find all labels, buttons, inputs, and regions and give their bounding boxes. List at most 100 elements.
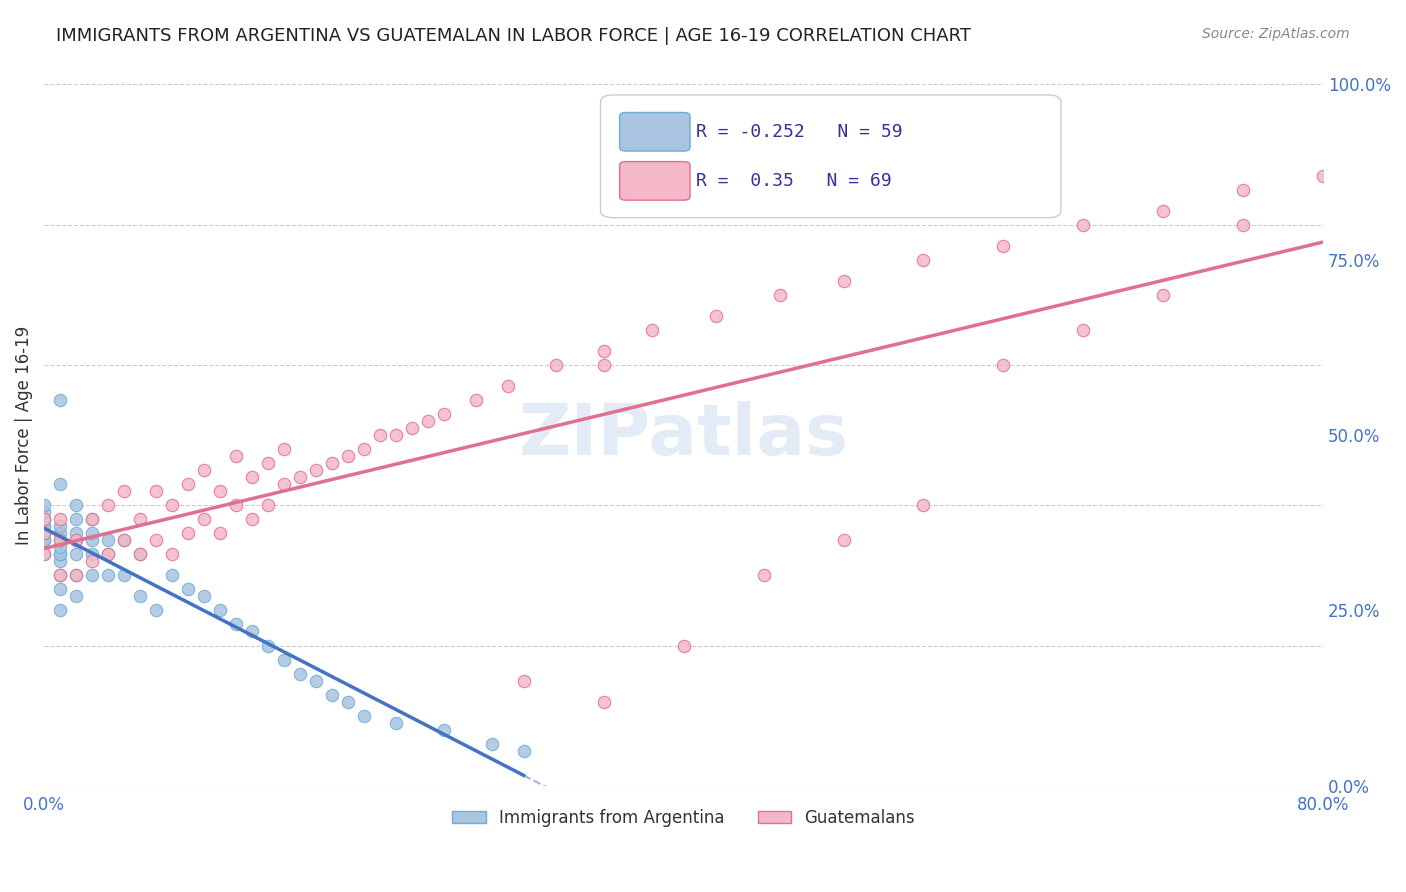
Point: [80, 512, 103, 526]
Point: [49, 568, 72, 582]
Point: [112, 484, 135, 499]
Point: [112, 533, 135, 548]
Point: [32, 498, 55, 512]
Point: [65, 533, 87, 548]
Point: [273, 442, 295, 457]
Point: [49, 533, 72, 548]
Point: [49, 547, 72, 561]
Point: [592, 695, 614, 709]
Point: [32, 547, 55, 561]
Point: [80, 533, 103, 548]
Point: [129, 590, 152, 604]
Point: [49, 568, 72, 582]
Point: [1071, 323, 1094, 337]
Point: [177, 526, 200, 541]
Point: [32, 526, 55, 541]
Point: [65, 590, 87, 604]
Point: [832, 274, 855, 288]
Text: ZIPatlas: ZIPatlas: [519, 401, 849, 469]
Point: [240, 512, 263, 526]
Point: [433, 723, 456, 737]
Point: [481, 737, 503, 751]
Point: [129, 547, 152, 561]
Point: [305, 673, 328, 688]
Point: [544, 358, 567, 372]
Point: [257, 498, 280, 512]
Point: [385, 428, 408, 442]
Point: [97, 533, 120, 548]
Point: [768, 288, 790, 302]
Point: [80, 526, 103, 541]
Point: [288, 666, 311, 681]
Point: [97, 568, 120, 582]
Point: [208, 603, 231, 617]
Point: [336, 695, 359, 709]
Point: [385, 715, 408, 730]
Point: [704, 309, 727, 323]
Point: [225, 498, 247, 512]
Point: [32, 519, 55, 533]
Point: [496, 379, 519, 393]
Point: [993, 239, 1015, 253]
Point: [80, 512, 103, 526]
Point: [993, 358, 1015, 372]
Point: [80, 568, 103, 582]
Point: [513, 744, 536, 758]
Point: [416, 414, 439, 428]
Point: [32, 526, 55, 541]
Point: [49, 554, 72, 568]
FancyBboxPatch shape: [600, 95, 1062, 218]
Text: R = -0.252   N = 59: R = -0.252 N = 59: [696, 123, 903, 141]
Text: IMMIGRANTS FROM ARGENTINA VS GUATEMALAN IN LABOR FORCE | AGE 16-19 CORRELATION C: IMMIGRANTS FROM ARGENTINA VS GUATEMALAN …: [56, 27, 972, 45]
Point: [912, 498, 935, 512]
Point: [32, 526, 55, 541]
Point: [1152, 288, 1174, 302]
Point: [32, 519, 55, 533]
Text: R =  0.35   N = 69: R = 0.35 N = 69: [696, 172, 893, 190]
Point: [49, 582, 72, 597]
Point: [65, 547, 87, 561]
Point: [80, 547, 103, 561]
Point: [32, 505, 55, 519]
FancyBboxPatch shape: [620, 112, 690, 151]
Point: [1232, 218, 1254, 232]
Point: [1152, 203, 1174, 218]
Point: [257, 456, 280, 470]
Point: [912, 252, 935, 267]
Point: [97, 547, 120, 561]
Legend: Immigrants from Argentina, Guatemalans: Immigrants from Argentina, Guatemalans: [446, 802, 922, 833]
Point: [32, 533, 55, 548]
Point: [288, 470, 311, 484]
Point: [80, 554, 103, 568]
Point: [65, 526, 87, 541]
Point: [464, 392, 486, 407]
Point: [1232, 183, 1254, 197]
Point: [49, 541, 72, 555]
Point: [160, 547, 183, 561]
Point: [145, 603, 167, 617]
Point: [257, 639, 280, 653]
Point: [97, 547, 120, 561]
Point: [592, 358, 614, 372]
Point: [177, 477, 200, 491]
Point: [32, 547, 55, 561]
Point: [353, 442, 375, 457]
Point: [65, 568, 87, 582]
Point: [273, 477, 295, 491]
Point: [49, 603, 72, 617]
Point: [321, 456, 343, 470]
FancyBboxPatch shape: [620, 161, 690, 200]
Point: [49, 392, 72, 407]
Point: [208, 526, 231, 541]
Point: [752, 568, 775, 582]
Point: [240, 624, 263, 639]
Point: [65, 533, 87, 548]
Point: [433, 407, 456, 421]
Point: [129, 512, 152, 526]
Point: [145, 484, 167, 499]
Point: [49, 519, 72, 533]
Point: [112, 533, 135, 548]
Point: [208, 484, 231, 499]
Point: [240, 470, 263, 484]
Point: [640, 323, 662, 337]
